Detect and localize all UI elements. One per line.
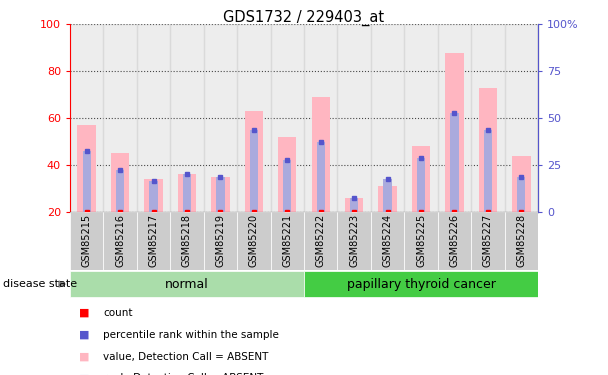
Bar [271, 24, 304, 212]
Bar [170, 24, 204, 212]
Bar [237, 212, 271, 270]
Bar [445, 53, 464, 212]
Bar [111, 153, 130, 212]
Bar [337, 24, 371, 212]
Bar [304, 212, 337, 270]
Bar [116, 170, 124, 212]
Text: GSM85223: GSM85223 [349, 214, 359, 267]
Bar [178, 174, 196, 212]
Text: GSM85224: GSM85224 [382, 214, 393, 267]
Bar [278, 137, 297, 212]
Bar [271, 212, 304, 270]
Bar [150, 182, 157, 212]
Bar [103, 24, 137, 212]
Bar [304, 24, 337, 212]
Bar [304, 272, 538, 297]
Text: GSM85215: GSM85215 [81, 214, 92, 267]
Bar [471, 212, 505, 270]
Text: GSM85216: GSM85216 [115, 214, 125, 267]
Bar [371, 24, 404, 212]
Text: GSM85218: GSM85218 [182, 214, 192, 267]
Bar [505, 24, 538, 212]
Bar [216, 177, 224, 212]
Text: percentile rank within the sample: percentile rank within the sample [103, 330, 279, 340]
Bar [311, 97, 330, 212]
Text: GSM85227: GSM85227 [483, 214, 493, 267]
Bar [371, 212, 404, 270]
Bar [283, 160, 291, 212]
Bar [183, 174, 191, 212]
Bar [170, 212, 204, 270]
Bar [204, 24, 237, 212]
Bar [384, 179, 392, 212]
Text: ■: ■ [79, 308, 89, 318]
Text: GSM85220: GSM85220 [249, 214, 259, 267]
Bar [317, 142, 325, 212]
Text: count: count [103, 308, 133, 318]
Text: GSM85225: GSM85225 [416, 214, 426, 267]
Bar [137, 24, 170, 212]
Bar [378, 186, 397, 212]
Bar [517, 177, 525, 212]
Bar [211, 177, 230, 212]
Bar [451, 113, 458, 212]
Bar [345, 198, 364, 212]
Text: disease state: disease state [3, 279, 77, 289]
Bar [404, 24, 438, 212]
Bar [350, 198, 358, 212]
Bar [70, 212, 103, 270]
Text: GSM85221: GSM85221 [282, 214, 292, 267]
Text: GSM85228: GSM85228 [516, 214, 527, 267]
Bar [70, 24, 103, 212]
Bar [512, 156, 531, 212]
Bar [70, 272, 304, 297]
Bar [505, 212, 538, 270]
Text: papillary thyroid cancer: papillary thyroid cancer [347, 278, 496, 291]
Text: normal: normal [165, 278, 209, 291]
Bar [478, 88, 497, 212]
Bar [137, 212, 170, 270]
Text: ■: ■ [79, 374, 89, 375]
Text: GSM85222: GSM85222 [316, 214, 326, 267]
Bar [244, 111, 263, 212]
Text: rank, Detection Call = ABSENT: rank, Detection Call = ABSENT [103, 374, 264, 375]
Bar [412, 146, 430, 212]
Bar [204, 212, 237, 270]
Text: GSM85219: GSM85219 [215, 214, 226, 267]
Text: GSM85226: GSM85226 [449, 214, 460, 267]
Text: GSM85217: GSM85217 [148, 214, 159, 267]
Bar [404, 212, 438, 270]
Text: ■: ■ [79, 352, 89, 362]
Bar [417, 158, 425, 212]
Bar [484, 130, 492, 212]
Bar [77, 125, 96, 212]
Bar [103, 212, 137, 270]
Bar [438, 24, 471, 212]
Bar [144, 179, 163, 212]
Bar [471, 24, 505, 212]
Bar [250, 130, 258, 212]
Text: GDS1732 / 229403_at: GDS1732 / 229403_at [223, 9, 385, 26]
Bar [83, 151, 91, 212]
Bar [337, 212, 371, 270]
Bar [438, 212, 471, 270]
Bar [237, 24, 271, 212]
Text: ■: ■ [79, 330, 89, 340]
Text: value, Detection Call = ABSENT: value, Detection Call = ABSENT [103, 352, 269, 362]
